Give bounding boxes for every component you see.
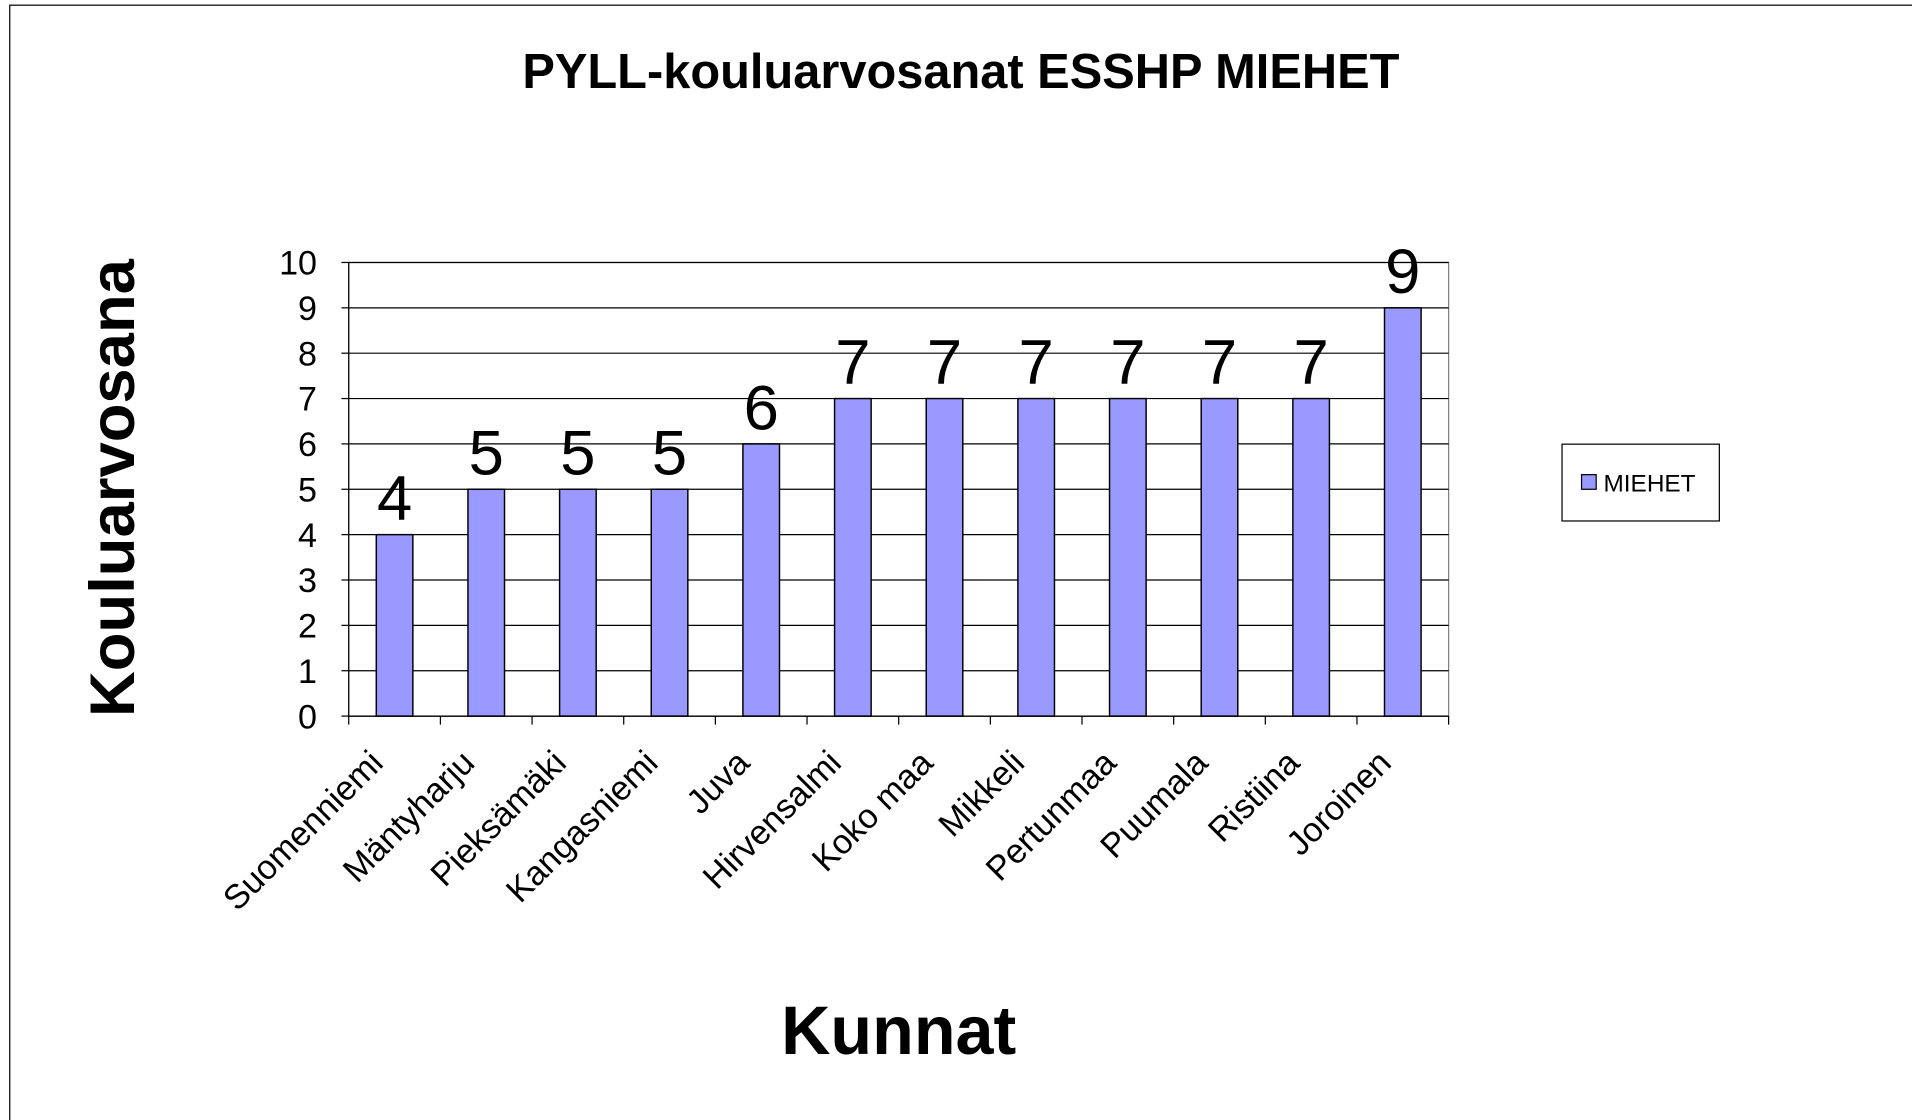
bar: [1108, 397, 1147, 717]
data-label: 7: [1110, 328, 1145, 398]
bar: [742, 443, 781, 717]
y-tick-label: 7: [298, 381, 317, 419]
data-label: 7: [1019, 328, 1054, 398]
data-label: 5: [652, 419, 687, 489]
y-tick-label: 1: [298, 653, 317, 691]
y-tick-label: 9: [298, 290, 317, 328]
x-axis-label: Kunnat: [781, 993, 1016, 1069]
data-label: 7: [1202, 328, 1237, 398]
bar: [925, 397, 964, 717]
bar: [650, 488, 689, 717]
y-tick-label: 3: [298, 562, 317, 600]
bar: [1383, 307, 1422, 717]
y-tick-label: 0: [298, 698, 317, 736]
bar: [558, 488, 597, 717]
bar: [1200, 397, 1239, 717]
data-label: 7: [927, 328, 962, 398]
legend-label: MIEHET: [1603, 471, 1695, 498]
data-label: 7: [835, 328, 870, 398]
bar: [467, 488, 506, 717]
bar: [1017, 397, 1056, 717]
data-label: 6: [744, 373, 779, 443]
y-tick-label: 4: [298, 517, 317, 555]
bar: [1292, 397, 1331, 717]
data-label: 5: [560, 419, 595, 489]
bar: [375, 533, 414, 717]
y-tick-label: 6: [298, 426, 317, 464]
y-tick-label: 5: [298, 471, 317, 509]
y-tick-label: 10: [279, 245, 317, 283]
bar: [833, 397, 872, 717]
legend-swatch: [1580, 474, 1597, 490]
data-label: 9: [1385, 237, 1420, 307]
y-tick-label: 8: [298, 335, 317, 373]
data-label: 4: [377, 464, 412, 534]
data-label: 5: [469, 419, 504, 489]
y-tick-label: 2: [298, 608, 317, 646]
chart-title: PYLL-kouluarvosanat ESSHP MIEHET: [522, 45, 1399, 99]
y-axis-label: Kouluarvosana: [78, 258, 148, 717]
data-label: 7: [1294, 328, 1329, 398]
